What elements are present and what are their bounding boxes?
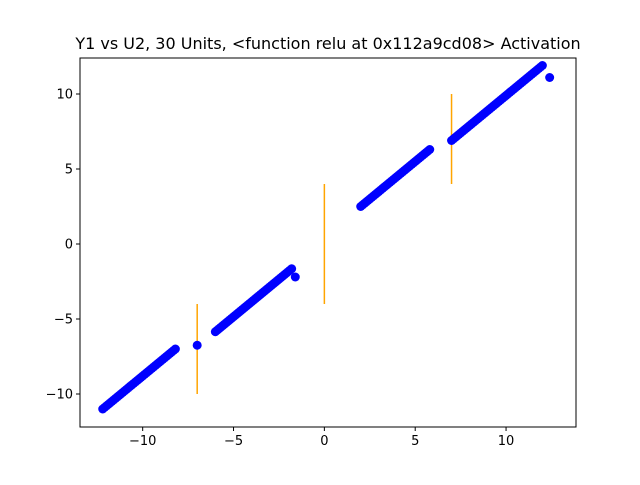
data-points (98, 61, 555, 414)
x-tick-label: −10 (129, 434, 156, 449)
x-tick-label: 0 (320, 434, 328, 449)
y-tick-label: 5 (65, 163, 73, 178)
data-point (537, 61, 547, 70)
data-point (545, 73, 555, 82)
y-axis-ticks: −10 −5 0 5 10 (46, 88, 80, 403)
x-tick-label: −5 (224, 434, 243, 449)
plot-frame (79, 57, 577, 428)
y-tick-label: 0 (65, 238, 73, 253)
x-tick-label: 5 (411, 434, 419, 449)
y-tick-label: −5 (54, 313, 73, 328)
data-point (287, 264, 297, 274)
x-axis-ticks: −10 −5 0 5 10 (129, 427, 514, 449)
chart-title: Y1 vs U2, 30 Units, <function relu at 0x… (74, 34, 580, 53)
data-point (290, 272, 300, 282)
data-point (170, 344, 180, 354)
data-point (425, 145, 435, 154)
y-tick-label: −10 (46, 388, 73, 403)
data-point (192, 340, 202, 350)
x-tick-label: 10 (498, 434, 515, 449)
y-tick-label: 10 (56, 88, 73, 103)
